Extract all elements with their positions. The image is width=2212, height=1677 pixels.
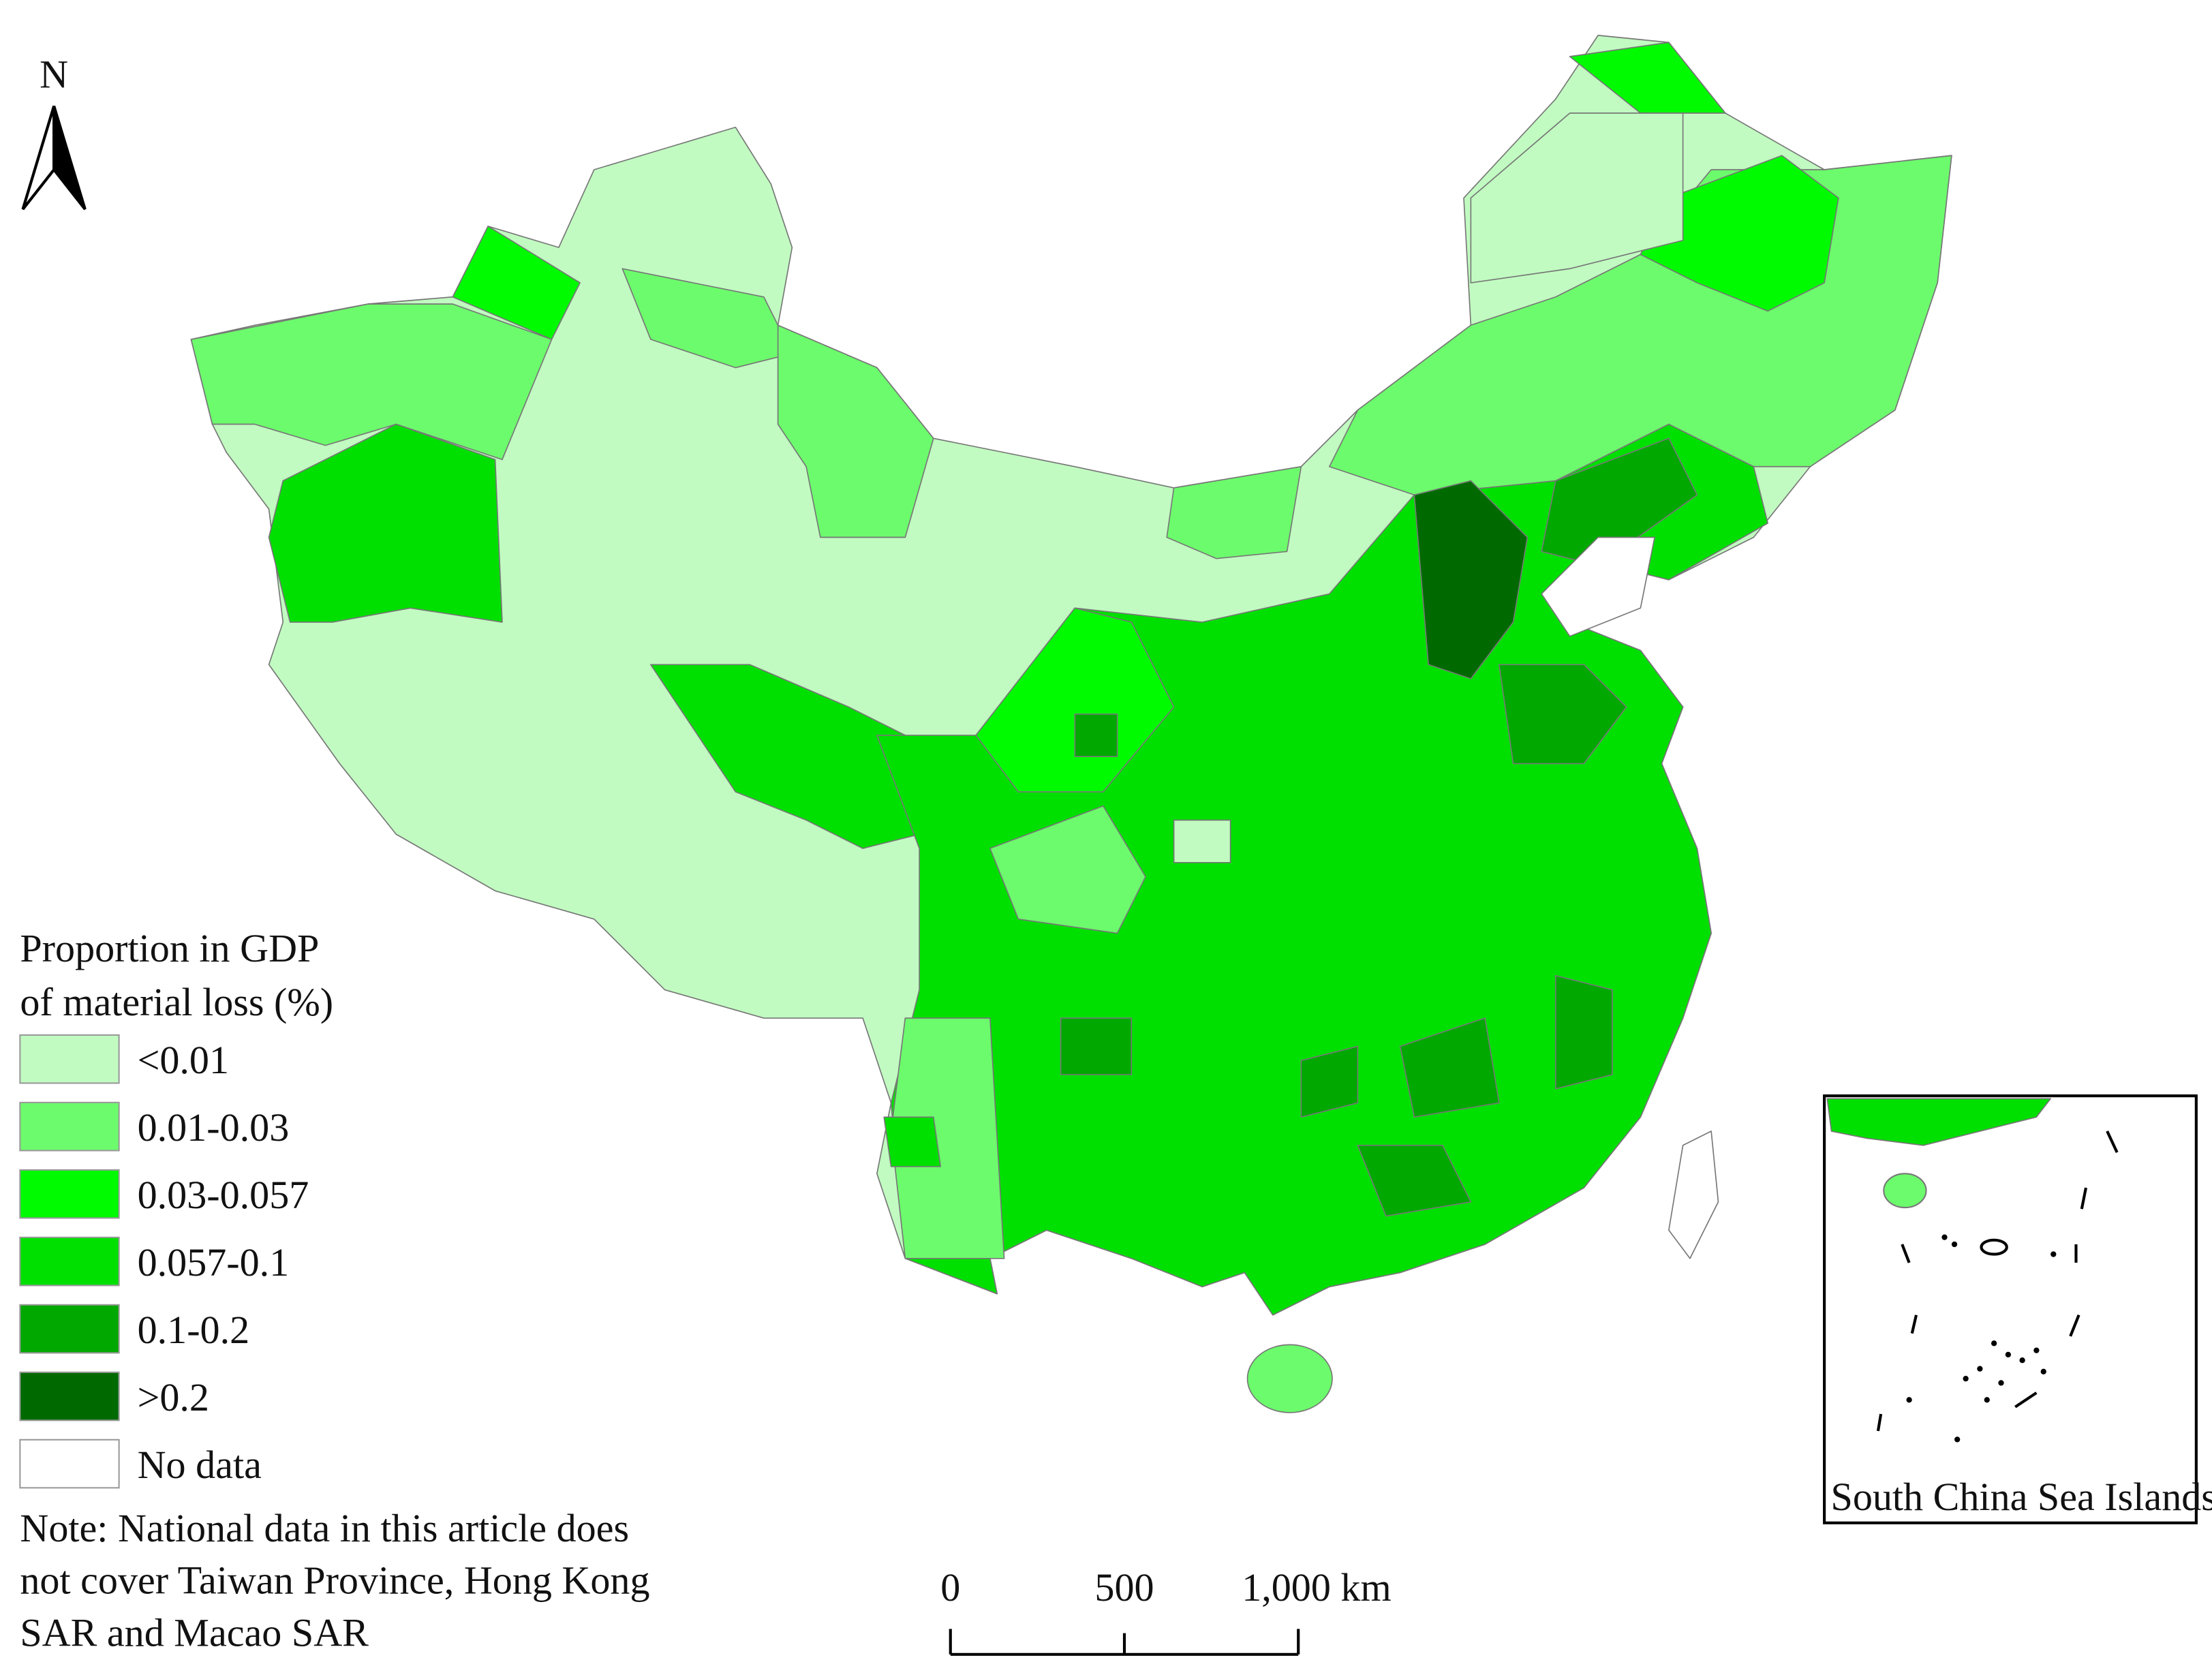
legend-swatch (19, 1438, 120, 1489)
inset-islands (1906, 1234, 2057, 1443)
scale-label: 500 (1094, 1565, 1154, 1610)
inset-land (1826, 1098, 2051, 1146)
legend: Proportion in GDP of material loss (%) <0.… (19, 926, 333, 1489)
region (650, 664, 920, 849)
region (1470, 112, 1684, 283)
legend-label: 0.03-0.057 (138, 1173, 309, 1217)
region (1569, 42, 1726, 114)
legend-label: No data (138, 1443, 262, 1487)
inset-boundary (1876, 1130, 2119, 1432)
legend-label: 0.057-0.1 (138, 1240, 290, 1284)
region (1060, 1017, 1133, 1075)
legend-title: of material loss (%) (20, 980, 333, 1024)
north-label: N (40, 52, 68, 97)
region (621, 268, 793, 369)
region (1668, 1130, 1719, 1259)
region (1173, 819, 1231, 863)
legend-title: Proportion in GDP (20, 926, 319, 970)
region (1413, 480, 1529, 679)
note: Note: National data in this article does (20, 1506, 629, 1550)
note: not cover Taiwan Province, Hong Kong (20, 1558, 649, 1603)
scale-bar (949, 1629, 1300, 1656)
region (890, 1017, 1005, 1259)
legend-label: >0.2 (138, 1375, 209, 1419)
legend-swatch (19, 1236, 120, 1287)
region (1541, 536, 1655, 637)
inset-frame (1823, 1094, 2198, 1524)
north-arrow (52, 106, 87, 211)
region (883, 1116, 942, 1167)
region (1399, 1017, 1500, 1118)
legend-swatch (19, 1169, 120, 1219)
north-arrow (21, 106, 56, 211)
region (1357, 1144, 1472, 1217)
legend-label: 0.01-0.03 (138, 1105, 290, 1150)
inset-island (1883, 1173, 1927, 1209)
region (1300, 1045, 1359, 1118)
region (452, 226, 581, 340)
china-map (190, 35, 1952, 1413)
region (190, 303, 553, 461)
inset-label: South China Sea Islands (1831, 1475, 2212, 1519)
region (989, 805, 1146, 934)
scale-label: 1,000 km (1242, 1565, 1391, 1610)
note: SAR and Macao SAR (20, 1610, 369, 1655)
region (1541, 437, 1698, 566)
region (1246, 1344, 1333, 1413)
region (1074, 713, 1118, 757)
legend-swatch (19, 1101, 120, 1152)
region (1166, 465, 1302, 559)
region (1640, 155, 1839, 312)
region (975, 607, 1175, 793)
legend-swatch (19, 1034, 120, 1084)
region (1555, 974, 1613, 1090)
region (1499, 664, 1627, 765)
legend-label: 0.1-0.2 (138, 1308, 250, 1352)
legend-swatch (19, 1371, 120, 1421)
legend-label: <0.01 (138, 1038, 229, 1082)
legend-swatch (19, 1304, 120, 1354)
region (268, 423, 503, 623)
scale-label: 0 (940, 1565, 960, 1610)
region (777, 324, 934, 538)
